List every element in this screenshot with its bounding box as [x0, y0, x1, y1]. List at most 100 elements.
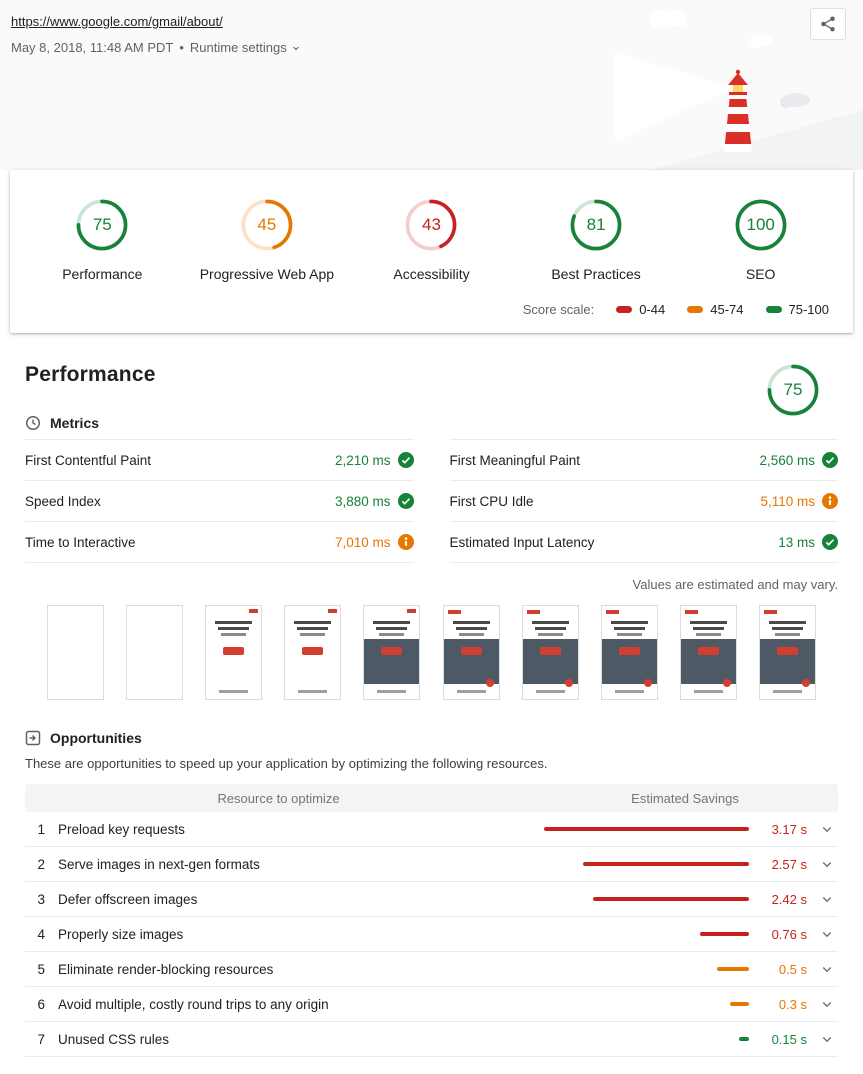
score-value: 81 — [586, 215, 606, 234]
fail-range-swatch — [616, 306, 633, 313]
score-label: Accessibility — [393, 266, 470, 282]
opportunity-row-unused-css[interactable]: 7 Unused CSS rules 0.15 s — [25, 1022, 838, 1057]
average-range-label: 45-74 — [710, 302, 744, 317]
score-value: 100 — [746, 215, 775, 234]
opportunities-description: These are opportunities to speed up your… — [25, 756, 548, 771]
opportunity-row-render-blocking[interactable]: 5 Eliminate render-blocking resources 0.… — [25, 952, 838, 987]
metric-row: Estimated Input Latency 13 ms — [449, 521, 838, 562]
savings-bar — [539, 1037, 749, 1041]
expand-chevron-icon[interactable] — [816, 995, 838, 1013]
opportunity-row-next-gen-images[interactable]: 2 Serve images in next-gen formats 2.57 … — [25, 847, 838, 882]
opportunity-label: Avoid multiple, costly round trips to an… — [58, 996, 329, 1012]
meta-separator: • — [179, 40, 184, 55]
metrics-heading: Metrics — [50, 415, 100, 431]
savings-bar — [539, 827, 749, 831]
filmstrip-thumbnail — [205, 605, 263, 700]
metric-label: Estimated Input Latency — [449, 534, 595, 550]
clock-icon — [25, 415, 41, 431]
opportunity-label: Preload key requests — [58, 821, 185, 837]
filmstrip-thumbnail — [679, 605, 737, 700]
score-range-fail: 0-44 — [616, 302, 665, 317]
performance-score-gauge: 75 — [764, 361, 822, 419]
opportunities-table: Resource to optimize Estimated Savings 1… — [25, 784, 838, 1057]
savings-bar — [539, 897, 749, 901]
opportunity-label: Unused CSS rules — [58, 1031, 170, 1047]
filmstrip-thumbnail — [600, 605, 658, 700]
metric-row: Time to Interactive 7,010 ms — [25, 521, 414, 562]
expand-chevron-icon[interactable] — [816, 820, 838, 838]
pass-check-icon — [397, 493, 414, 509]
average-range-swatch — [687, 306, 704, 313]
opportunity-label: Eliminate render-blocking resources — [58, 961, 274, 977]
metric-row: Speed Index 3,880 ms — [25, 480, 414, 521]
filmstrip-thumbnail — [47, 605, 104, 700]
opportunity-row-round-trips[interactable]: 6 Avoid multiple, costly round trips to … — [25, 987, 838, 1022]
savings-bar — [539, 967, 749, 971]
metrics-table: First Contentful Paint 2,210 ms Speed In… — [25, 439, 838, 563]
expand-chevron-icon[interactable] — [816, 960, 838, 978]
filmstrip-thumbnail — [363, 605, 421, 700]
savings-value: 0.3 s — [778, 996, 807, 1012]
score-range-pass: 75-100 — [765, 302, 829, 317]
score-gauge-performance[interactable]: 75 Performance — [20, 196, 185, 282]
report-header: https://www.google.com/gmail/about/ May … — [0, 0, 863, 170]
column-resource: Resource to optimize — [217, 790, 340, 806]
filmstrip-thumbnail — [126, 605, 184, 700]
performance-section-title: Performance — [25, 363, 156, 386]
column-savings: Estimated Savings — [631, 790, 739, 806]
savings-value: 2.42 s — [771, 891, 807, 907]
expand-chevron-icon[interactable] — [816, 855, 838, 873]
score-value: 75 — [92, 215, 112, 234]
score-value: 45 — [257, 215, 277, 234]
opportunity-row-preload-key-requests[interactable]: 1 Preload key requests 3.17 s — [25, 812, 838, 847]
metric-value: 3,880 ms — [334, 493, 391, 509]
runtime-settings-label: Runtime settings — [189, 40, 287, 55]
fail-range-label: 0-44 — [639, 302, 666, 317]
savings-bar — [539, 932, 749, 936]
score-label: SEO — [745, 266, 776, 282]
opportunity-label: Defer offscreen images — [58, 891, 198, 907]
savings-value: 0.76 s — [771, 926, 807, 942]
savings-bar — [539, 862, 749, 866]
metric-row: First Contentful Paint 2,210 ms — [25, 439, 414, 480]
opportunities-icon — [25, 730, 41, 746]
score-summary-card: 75 Performance 45 Progressive Web App — [10, 170, 853, 333]
score-gauge-seo[interactable]: 100 SEO — [678, 196, 843, 282]
metric-value: 7,010 ms — [334, 534, 391, 550]
metric-label: Time to Interactive — [25, 534, 136, 550]
lighthouse-illustration — [615, 9, 863, 170]
metric-row: First Meaningful Paint 2,560 ms — [449, 439, 838, 480]
filmstrip-thumbnail — [442, 605, 500, 700]
savings-value: 0.15 s — [771, 1031, 807, 1047]
expand-chevron-icon[interactable] — [816, 1030, 838, 1048]
opportunities-heading: Opportunities — [50, 730, 142, 746]
metric-value: 2,210 ms — [334, 452, 391, 468]
score-scale: Score scale: 0-44 45-74 75-100 — [10, 282, 853, 333]
expand-chevron-icon[interactable] — [816, 890, 838, 908]
opportunities-table-header: Resource to optimize Estimated Savings — [25, 784, 838, 812]
savings-value: 2.57 s — [771, 856, 807, 872]
share-icon — [821, 16, 835, 32]
report-url-link[interactable]: https://www.google.com/gmail/about/ — [11, 14, 223, 29]
metric-label: First Contentful Paint — [25, 452, 152, 468]
average-info-icon — [822, 493, 838, 509]
score-gauge-pwa[interactable]: 45 Progressive Web App — [185, 196, 350, 282]
opportunity-row-properly-size-images[interactable]: 4 Properly size images 0.76 s — [25, 917, 838, 952]
metric-value: 5,110 ms — [760, 493, 815, 509]
metric-value: 2,560 ms — [759, 452, 815, 468]
expand-chevron-icon[interactable] — [816, 925, 838, 943]
score-gauge-accessibility[interactable]: 43 Accessibility — [349, 196, 514, 282]
metric-label: First CPU Idle — [449, 493, 534, 509]
pass-range-swatch — [765, 306, 782, 313]
opportunity-row-defer-offscreen-images[interactable]: 3 Defer offscreen images 2.42 s — [25, 882, 838, 917]
pass-check-icon — [822, 452, 838, 468]
metric-value: 13 ms — [778, 534, 815, 550]
share-button[interactable] — [810, 8, 846, 40]
savings-value: 3.17 s — [771, 821, 807, 837]
runtime-settings-toggle[interactable]: Runtime settings — [190, 40, 302, 55]
score-gauge-best-practices[interactable]: 81 Best Practices — [514, 196, 679, 282]
metric-label: First Meaningful Paint — [449, 452, 581, 468]
metric-label: Speed Index — [25, 493, 101, 509]
opportunity-label: Properly size images — [58, 926, 184, 942]
